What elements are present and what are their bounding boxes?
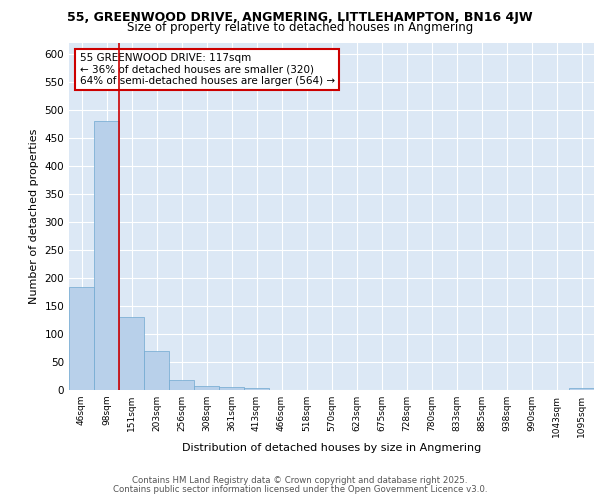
Bar [69, 288, 94, 390]
Text: Size of property relative to detached houses in Angmering: Size of property relative to detached ho… [127, 22, 473, 35]
Bar [194, 386, 219, 390]
Text: 55, GREENWOOD DRIVE, ANGMERING, LITTLEHAMPTON, BN16 4JW: 55, GREENWOOD DRIVE, ANGMERING, LITTLEHA… [67, 11, 533, 24]
Bar [119, 317, 144, 390]
Bar [169, 380, 194, 390]
Text: Contains HM Land Registry data © Crown copyright and database right 2025.: Contains HM Land Registry data © Crown c… [132, 476, 468, 485]
Bar [244, 388, 269, 390]
Bar [219, 387, 244, 390]
Bar [94, 121, 119, 390]
Y-axis label: Number of detached properties: Number of detached properties [29, 128, 39, 304]
Bar [144, 351, 169, 390]
Bar [569, 388, 594, 390]
Text: 55 GREENWOOD DRIVE: 117sqm
← 36% of detached houses are smaller (320)
64% of sem: 55 GREENWOOD DRIVE: 117sqm ← 36% of deta… [79, 53, 335, 86]
X-axis label: Distribution of detached houses by size in Angmering: Distribution of detached houses by size … [182, 442, 481, 452]
Text: Contains public sector information licensed under the Open Government Licence v3: Contains public sector information licen… [113, 485, 487, 494]
